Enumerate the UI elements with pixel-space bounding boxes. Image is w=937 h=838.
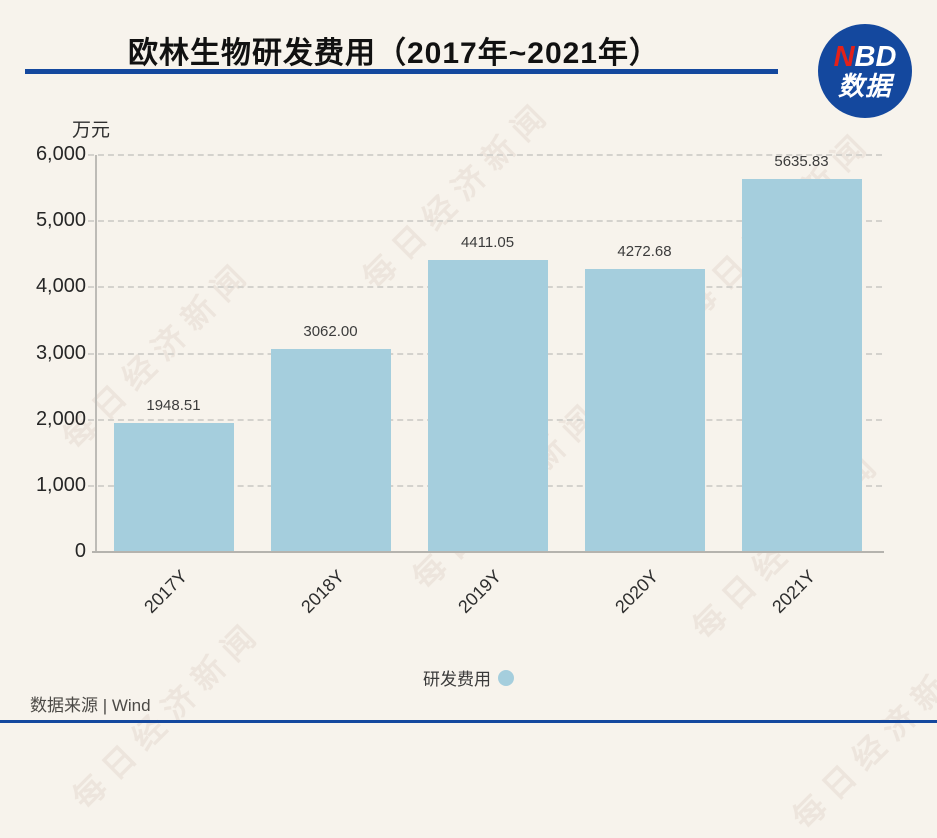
nbd-logo: NBD 数据 (818, 24, 912, 118)
watermark-text: 每日经济新闻 (785, 632, 937, 837)
chart-title: 欧林生物研发费用（2017年~2021年） (128, 37, 660, 70)
y-axis-tick-label: 1,000 (35, 473, 86, 496)
y-axis-unit-label: 万元 (72, 120, 111, 141)
infographic-canvas: 每日经济新闻 每日经济新闻 每日经济新闻 每日经济新闻 每日经济新闻 每日经济新… (0, 24, 937, 836)
y-axis-tick-label: 6,000 (35, 143, 86, 165)
x-axis-tick-label: 2018Y (297, 566, 349, 617)
x-axis-tick-label: 2021Y (768, 566, 820, 617)
bottom-accent-bar (0, 720, 937, 723)
y-axis-tick-label: 4,000 (35, 275, 86, 298)
legend-label: 研发费用 (423, 670, 491, 689)
bar-value-label: 4272.68 (617, 243, 672, 261)
x-axis-tick-label: 2017Y (140, 566, 192, 617)
bar-2019Y (427, 260, 548, 552)
x-axis-tick-label: 2020Y (611, 566, 663, 617)
nbd-logo-text: NBD (833, 41, 897, 74)
bar-2021Y (741, 179, 862, 552)
y-axis-tick-label: 5,000 (35, 209, 86, 232)
nbd-logo-subtext: 数据 (837, 70, 892, 101)
gridline (88, 220, 882, 223)
bar-value-label: 3062.00 (303, 323, 358, 341)
bar-value-label: 1948.51 (146, 397, 201, 415)
bar-2017Y (113, 423, 234, 552)
x-axis-tick-label: 2019Y (454, 566, 506, 617)
bar-2018Y (270, 349, 391, 552)
gridline (88, 154, 882, 156)
title-underline (25, 69, 778, 74)
legend-marker-dot (498, 669, 514, 686)
y-axis-tick-label: 0 (74, 540, 86, 562)
y-axis-tick-label: 3,000 (35, 341, 86, 364)
x-axis-line (92, 551, 884, 553)
bar-2020Y (584, 269, 705, 552)
bar-value-label: 5635.83 (774, 153, 829, 171)
data-source-note: 数据来源 | Wind (30, 696, 151, 715)
y-axis-tick-label: 2,000 (35, 407, 86, 430)
chart-legend: 研发费用 (0, 665, 937, 690)
y-axis-line (95, 155, 97, 552)
bar-value-label: 4411.05 (460, 234, 515, 252)
